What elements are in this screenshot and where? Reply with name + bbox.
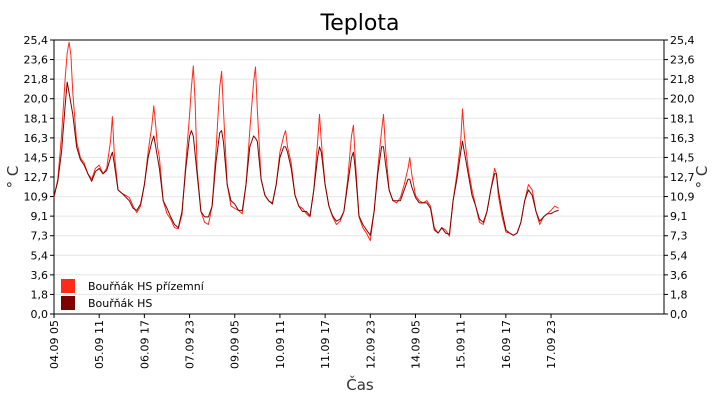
x-axis-label: Čas (346, 375, 374, 394)
y-tick-label-right: 9,1 (670, 210, 688, 223)
y-tick-label-right: 5,4 (670, 249, 688, 262)
legend: Bouřňák HS přízemní Bouřňák HS (61, 279, 205, 310)
legend-swatch (61, 296, 75, 310)
series-line (53, 81, 559, 236)
x-tick-label: 14.09 05 (409, 320, 422, 369)
y-axis-left: 0,0 1,8 3,6 5,4 7,3 9,1 10,9 12,7 14,5 16,3 18,1 20… (24, 34, 54, 321)
x-tick-label: 12.09 23 (364, 320, 377, 369)
y-tick-label-left: 16,3 (24, 132, 49, 145)
y-tick-label-right: 14,5 (670, 151, 695, 164)
y-tick-label-right: 23,6 (670, 54, 695, 67)
y-axis-label-left: ° C (4, 166, 22, 189)
y-tick-label-right: 20,0 (670, 93, 695, 106)
chart-title: Teplota (320, 11, 400, 36)
y-tick-label-right: 10,9 (670, 191, 695, 204)
y-tick-label-left: 21,8 (24, 73, 49, 86)
x-tick-label: 11.09 17 (319, 320, 332, 369)
y-tick-label-left: 14,5 (24, 151, 49, 164)
y-tick-label-left: 12,7 (24, 171, 49, 184)
legend-swatch (61, 279, 75, 293)
x-tick-label: 06.09 17 (138, 320, 151, 369)
y-tick-label-right: 1,8 (670, 288, 688, 301)
y-tick-label-left: 20,0 (24, 93, 49, 106)
y-tick-label-right: 0,0 (670, 308, 688, 321)
legend-label: Bouřňák HS přízemní (88, 280, 205, 293)
legend-label: Bouřňák HS (88, 297, 152, 310)
x-tick-label: 10.09 11 (274, 320, 287, 369)
x-tick-label: 04.09 05 (48, 320, 61, 369)
x-tick-label: 15.09 11 (455, 320, 468, 369)
series-lines (53, 41, 559, 242)
y-tick-label-right: 21,8 (670, 73, 695, 86)
x-axis: 04.09 05 05.09 11 06.09 17 07.09 23 09.09 05… (48, 314, 558, 369)
y-tick-label-left: 10,9 (24, 191, 49, 204)
x-tick-label: 07.09 23 (184, 320, 197, 369)
y-tick-label-left: 5,4 (31, 249, 49, 262)
y-axis-label-right: ° C (693, 166, 711, 189)
y-tick-label-left: 1,8 (31, 288, 49, 301)
y-tick-label-right: 3,6 (670, 269, 688, 282)
x-tick-label: 16.09 17 (500, 320, 513, 369)
y-tick-label-left: 23,6 (24, 54, 49, 67)
x-tick-label: 09.09 05 (229, 320, 242, 369)
y-tick-label-left: 18,1 (24, 112, 49, 125)
y-tick-label-right: 12,7 (670, 171, 695, 184)
series-line (53, 41, 559, 242)
x-tick-label: 17.09 23 (545, 320, 558, 369)
y-tick-label-right: 7,3 (670, 230, 688, 243)
y-tick-label-left: 7,3 (31, 230, 49, 243)
y-axis-right: 0,0 1,8 3,6 5,4 7,3 9,1 10,9 12,7 14,5 16,3 18,1 20… (664, 34, 695, 321)
y-tick-label-left: 0,0 (31, 308, 49, 321)
y-tick-label-right: 16,3 (670, 132, 695, 145)
y-tick-label-right: 25,4 (670, 34, 695, 47)
y-tick-label-left: 9,1 (31, 210, 49, 223)
y-tick-label-left: 3,6 (31, 269, 49, 282)
y-tick-label-left: 25,4 (24, 34, 49, 47)
y-tick-label-right: 18,1 (670, 112, 695, 125)
x-tick-label: 05.09 11 (93, 320, 106, 369)
